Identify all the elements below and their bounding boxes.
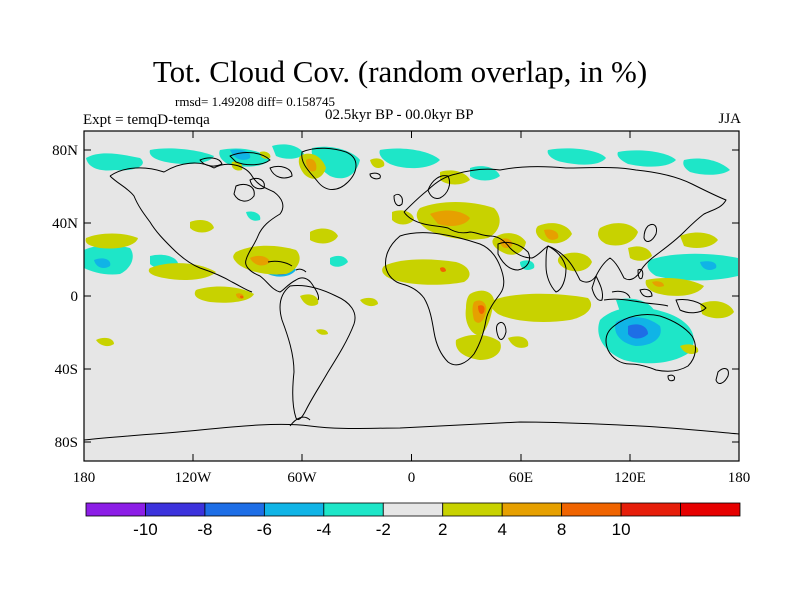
colorbar-label: -8 [197, 520, 212, 539]
season-label: JJA [718, 111, 741, 127]
period-label: 02.5kyr BP - 00.0kyr BP [325, 107, 474, 123]
colorbar-box [323, 502, 384, 517]
colorbar-label: -10 [133, 520, 158, 539]
map-background [84, 131, 739, 461]
colorbar-label: 10 [612, 520, 631, 539]
lon-tick-label: 60W [287, 470, 317, 486]
lat-tick-label: 80N [52, 143, 78, 159]
colorbar-box [680, 502, 741, 517]
lat-tick-labels: 80N 40N 0 40S 80S [52, 143, 78, 451]
colorbar-box [561, 502, 622, 517]
stats-label: rmsd= 1.49208 diff= 0.158745 [175, 94, 335, 109]
positive-mid-regions [236, 158, 664, 323]
colorbar-label: -2 [376, 520, 391, 539]
anomaly-field [84, 144, 739, 441]
colorbar-label: -6 [257, 520, 272, 539]
lon-tick-label: 60E [509, 470, 533, 486]
colorbar-label: 4 [497, 520, 506, 539]
experiment-label: Expt = temqD-temqa [83, 112, 210, 128]
positive-strong-regions [240, 267, 485, 314]
colorbar-box [145, 502, 206, 517]
plot-title: Tot. Cloud Cov. (random overlap, in %) [152, 54, 648, 89]
lat-tick-label: 40S [55, 362, 78, 378]
colorbar-box [263, 502, 325, 517]
lon-tick-label: 120W [175, 470, 213, 486]
positive-anomaly-regions [85, 151, 734, 360]
coastlines [84, 147, 739, 441]
colorbar: -10 -8 -6 -4 -2 2 4 8 10 [85, 502, 741, 539]
colorbar-label: -4 [316, 520, 331, 539]
lon-tick-label: 180 [728, 470, 751, 486]
lat-tick-label: 40N [52, 216, 78, 232]
colorbar-box [204, 502, 265, 517]
colorbar-box [501, 502, 563, 517]
colorbar-labels: -10 -8 -6 -4 -2 2 4 8 10 [133, 520, 630, 539]
lon-tick-label: 0 [408, 470, 416, 486]
lon-tick-marks [83, 131, 740, 461]
colorbar-label: 2 [438, 520, 447, 539]
lat-tick-label: 80S [55, 435, 78, 451]
lon-tick-labels: 180 120W 60W 0 60E 120E 180 [73, 470, 751, 486]
colorbar-box [620, 502, 681, 517]
colorbar-label: 8 [557, 520, 566, 539]
colorbar-box [85, 502, 146, 517]
colorbar-boxes [85, 502, 741, 517]
lon-tick-label: 120E [614, 470, 646, 486]
lon-tick-label: 180 [73, 470, 96, 486]
colorbar-box [382, 502, 444, 517]
colorbar-box [442, 502, 503, 517]
lat-tick-marks [84, 149, 739, 443]
lat-tick-label: 0 [71, 289, 79, 305]
